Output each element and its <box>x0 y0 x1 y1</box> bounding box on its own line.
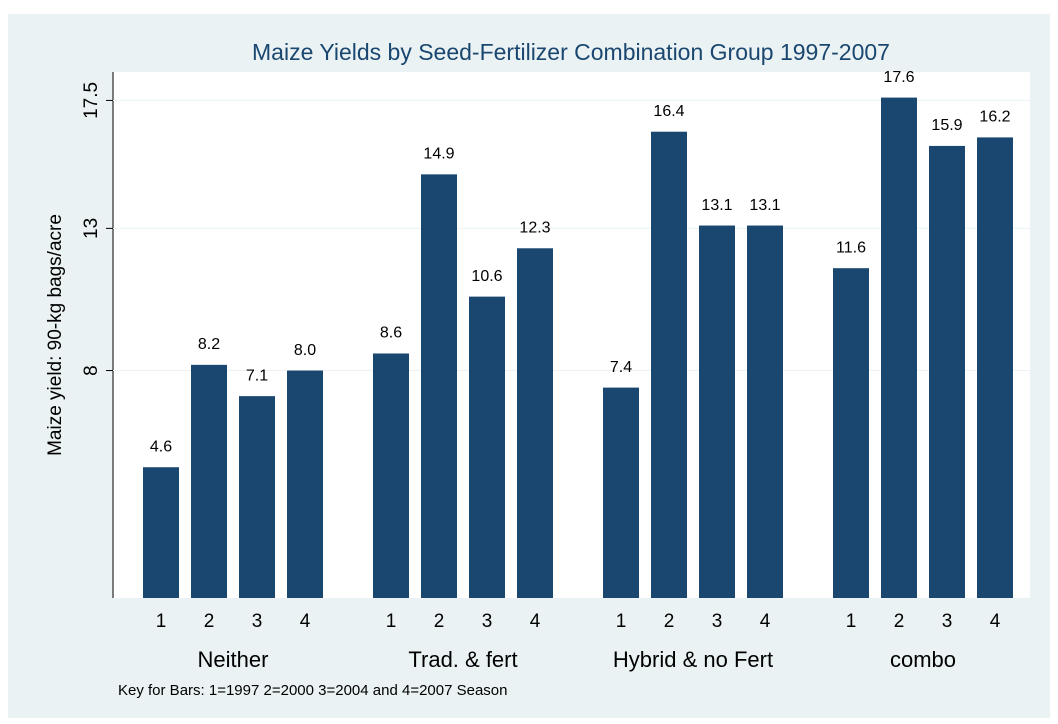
x-tick-label: 3 <box>942 611 953 632</box>
y-tick-label: 13 <box>81 218 102 239</box>
y-tick-label: 8 <box>81 365 102 376</box>
value-label: 8.2 <box>198 336 220 353</box>
group-label: Trad. & fert <box>408 647 517 672</box>
x-tick-label: 1 <box>846 611 857 632</box>
bar <box>239 396 275 598</box>
bar <box>373 353 409 598</box>
group-label: Neither <box>198 647 269 672</box>
bar <box>143 467 179 598</box>
value-label: 14.9 <box>423 146 454 163</box>
value-label: 12.3 <box>519 219 550 236</box>
value-label: 13.1 <box>749 197 780 214</box>
value-label: 7.4 <box>610 359 632 376</box>
value-label: 11.6 <box>836 239 866 256</box>
value-label: 15.9 <box>931 117 962 134</box>
x-tick-label: 4 <box>760 611 771 632</box>
bar <box>469 296 505 598</box>
x-tick-label: 2 <box>664 611 675 632</box>
x-tick-label: 1 <box>156 611 167 632</box>
value-label: 16.2 <box>979 109 1010 126</box>
bar <box>287 370 323 598</box>
bar <box>977 137 1013 598</box>
bar <box>881 97 917 599</box>
value-label: 10.6 <box>471 268 502 285</box>
bar <box>517 248 553 599</box>
bar <box>651 131 687 598</box>
value-label: 17.6 <box>883 69 914 86</box>
value-label: 8.6 <box>380 325 402 342</box>
y-axis-label: Maize yield: 90-kg bags/acre <box>45 214 66 456</box>
note: Key for Bars: 1=1997 2=2000 3=2004 and 4… <box>118 682 508 699</box>
x-tick-label: 3 <box>482 611 493 632</box>
chart-title: Maize Yields by Seed-Fertilizer Combinat… <box>252 39 890 65</box>
bar <box>929 145 965 599</box>
x-tick-label: 2 <box>434 611 445 632</box>
x-tick-label: 4 <box>990 611 1001 632</box>
bar <box>747 225 783 598</box>
bar <box>191 364 227 598</box>
x-tick-label: 1 <box>616 611 627 632</box>
group-label: Hybrid & no Fert <box>613 647 773 672</box>
x-tick-label: 4 <box>530 611 541 632</box>
x-tick-label: 2 <box>204 611 215 632</box>
value-label: 8.0 <box>294 342 316 359</box>
group-label: combo <box>890 647 956 672</box>
x-tick-label: 3 <box>712 611 723 632</box>
value-label: 16.4 <box>653 103 684 120</box>
value-label: 4.6 <box>150 438 172 455</box>
value-label: 13.1 <box>701 197 732 214</box>
value-label: 7.1 <box>246 367 268 384</box>
bar <box>421 174 457 598</box>
y-tick-label: 17.5 <box>81 82 102 119</box>
x-tick-label: 3 <box>252 611 263 632</box>
bar <box>699 225 735 598</box>
x-tick-label: 1 <box>386 611 397 632</box>
x-tick-label: 2 <box>894 611 905 632</box>
x-tick-label: 4 <box>300 611 311 632</box>
bar <box>603 387 639 598</box>
bar <box>833 268 869 598</box>
